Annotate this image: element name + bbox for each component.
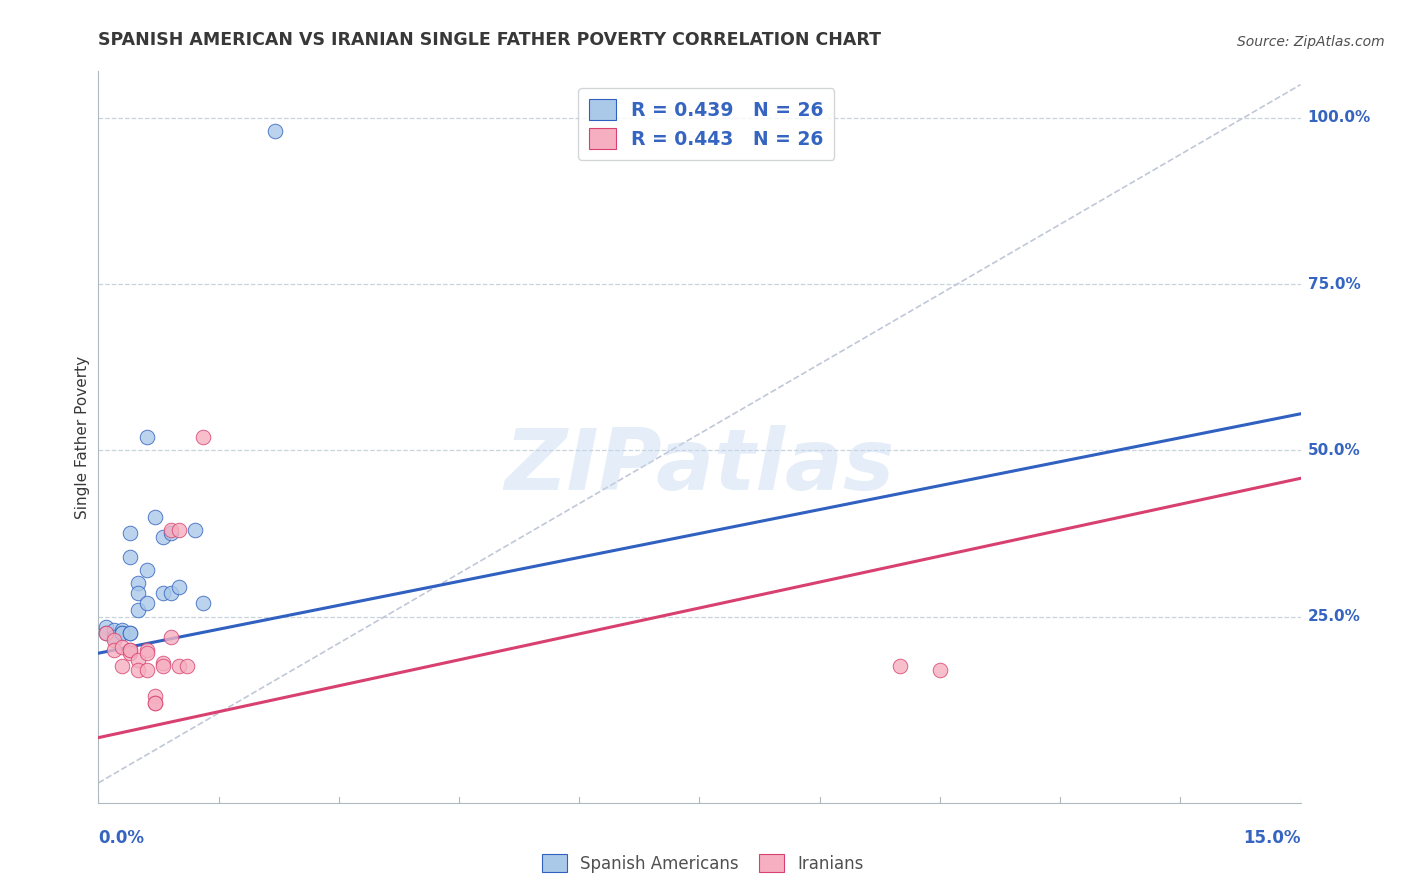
Text: SPANISH AMERICAN VS IRANIAN SINGLE FATHER POVERTY CORRELATION CHART: SPANISH AMERICAN VS IRANIAN SINGLE FATHE…: [98, 31, 882, 49]
Point: [128, 663, 150, 677]
Point: [159, 523, 181, 537]
Point: [96, 626, 118, 640]
Point: [120, 646, 142, 660]
Point: [152, 656, 174, 670]
Point: [120, 643, 142, 657]
Legend: R = 0.439   N = 26, R = 0.443   N = 26: R = 0.439 N = 26, R = 0.443 N = 26: [578, 88, 834, 160]
Point: [135, 563, 157, 577]
Point: [135, 646, 157, 660]
Point: [159, 526, 181, 541]
Point: [135, 430, 157, 444]
Point: [167, 523, 190, 537]
Text: Source: ZipAtlas.com: Source: ZipAtlas.com: [1237, 35, 1385, 49]
Point: [929, 663, 952, 677]
Text: 0.0%: 0.0%: [98, 829, 145, 847]
Point: [889, 659, 911, 673]
Point: [128, 586, 150, 600]
Point: [103, 623, 125, 637]
Text: 50.0%: 50.0%: [1308, 443, 1361, 458]
Point: [135, 596, 157, 610]
Text: 100.0%: 100.0%: [1308, 111, 1371, 126]
Point: [143, 696, 166, 710]
Point: [152, 586, 174, 600]
Point: [159, 630, 181, 644]
Text: 75.0%: 75.0%: [1308, 277, 1361, 292]
Point: [191, 596, 214, 610]
Point: [96, 626, 118, 640]
Point: [111, 626, 134, 640]
Point: [183, 523, 205, 537]
Point: [191, 430, 214, 444]
Point: [167, 659, 190, 673]
Point: [111, 640, 134, 654]
Point: [120, 626, 142, 640]
Point: [135, 663, 157, 677]
Point: [159, 586, 181, 600]
Point: [111, 659, 134, 673]
Point: [103, 643, 125, 657]
Point: [143, 696, 166, 710]
Point: [111, 626, 134, 640]
Point: [120, 549, 142, 564]
Point: [128, 653, 150, 667]
Point: [103, 632, 125, 647]
Point: [128, 576, 150, 591]
Point: [152, 530, 174, 544]
Text: ZIPatlas: ZIPatlas: [505, 425, 894, 508]
Point: [103, 630, 125, 644]
Point: [143, 690, 166, 704]
Legend: Spanish Americans, Iranians: Spanish Americans, Iranians: [536, 847, 870, 880]
Point: [263, 124, 285, 138]
Point: [111, 623, 134, 637]
Text: 25.0%: 25.0%: [1308, 609, 1361, 624]
Point: [152, 659, 174, 673]
Point: [135, 643, 157, 657]
Point: [143, 509, 166, 524]
Y-axis label: Single Father Poverty: Single Father Poverty: [75, 356, 90, 518]
Point: [176, 659, 198, 673]
Point: [120, 526, 142, 541]
Text: 15.0%: 15.0%: [1243, 829, 1301, 847]
Point: [120, 626, 142, 640]
Point: [128, 603, 150, 617]
Point: [167, 580, 190, 594]
Point: [120, 643, 142, 657]
Point: [96, 619, 118, 633]
